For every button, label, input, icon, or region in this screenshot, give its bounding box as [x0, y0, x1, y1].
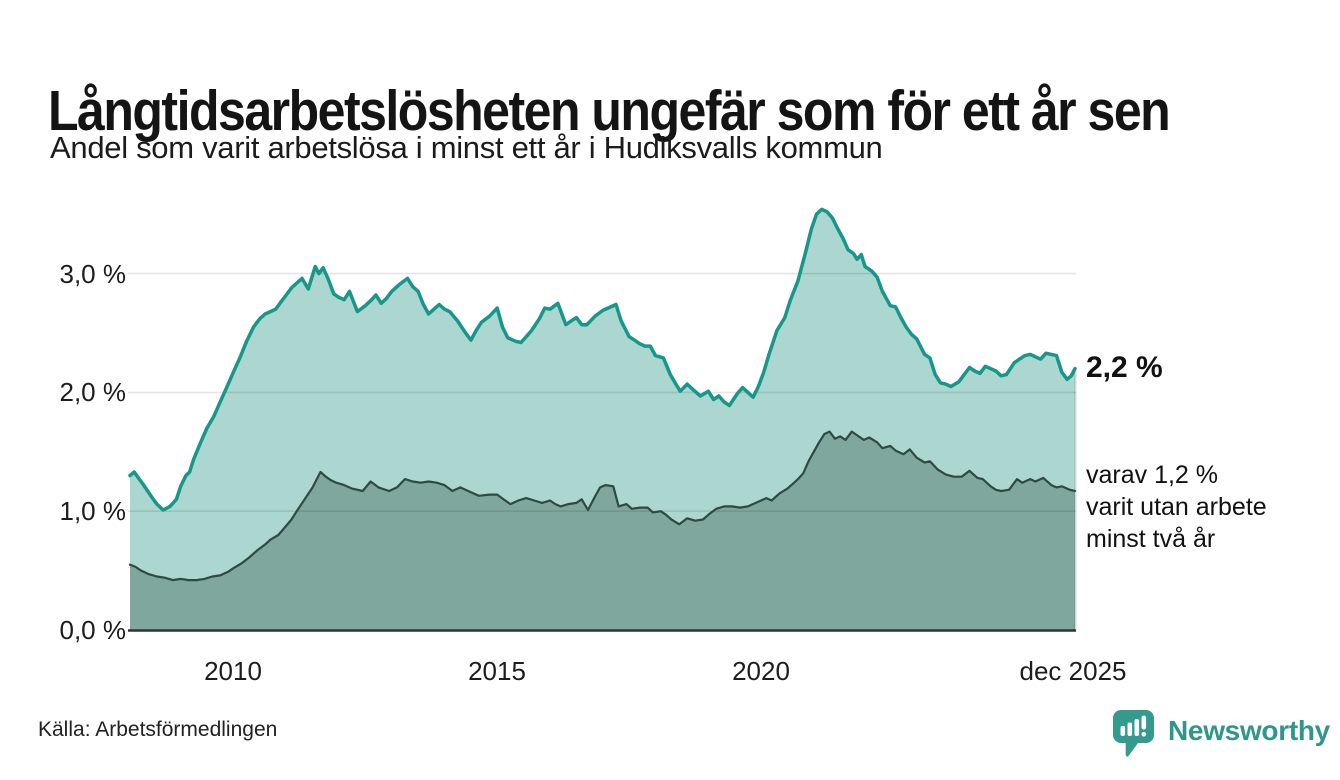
newsworthy-logo: Newsworthy	[1112, 709, 1330, 759]
logo-bar	[1127, 722, 1133, 736]
latest-value-annotation: 2,2 %	[1086, 351, 1163, 384]
secondary-annotation-line: minst två år	[1086, 525, 1216, 553]
chart-area-two-years	[130, 431, 1075, 630]
y-axis-tick-label: 1,0 %	[59, 496, 127, 526]
x-axis-tick-label: 2020	[732, 656, 790, 686]
logo-bar	[1134, 719, 1140, 736]
chart-line-two-years	[128, 430, 1077, 582]
logo-exclamation-mark	[1141, 715, 1147, 730]
logo-bar	[1120, 726, 1126, 736]
newsworthy-logo-text: Newsworthy	[1168, 715, 1330, 746]
x-axis-tick-label: 2010	[204, 656, 262, 686]
newsworthy-logo-icon	[1113, 710, 1154, 757]
y-axis-tick-label: 3,0 %	[59, 259, 127, 289]
secondary-value-annotation: varav 1,2 % varit utan arbete minst två …	[1086, 459, 1267, 555]
x-axis-tick-label: dec 2025	[1019, 656, 1127, 686]
x-axis-tick-label: 2015	[468, 656, 526, 686]
logo-exclamation-dot	[1141, 732, 1147, 737]
chart-line-total	[128, 207, 1077, 512]
y-axis-tick-label: 0,0 %	[59, 615, 127, 645]
secondary-annotation-line: varit utan arbete	[1086, 493, 1267, 521]
y-axis-tick-label: 2,0 %	[59, 377, 127, 407]
page-title: Långtidsarbetslösheten ungefär som för e…	[48, 78, 1171, 142]
source-note: Källa: Arbetsförmedlingen	[38, 718, 278, 741]
secondary-annotation-line: varav 1,2 %	[1086, 461, 1219, 489]
chart-subtitle: Andel som varit arbetslösa i minst ett å…	[50, 130, 883, 165]
